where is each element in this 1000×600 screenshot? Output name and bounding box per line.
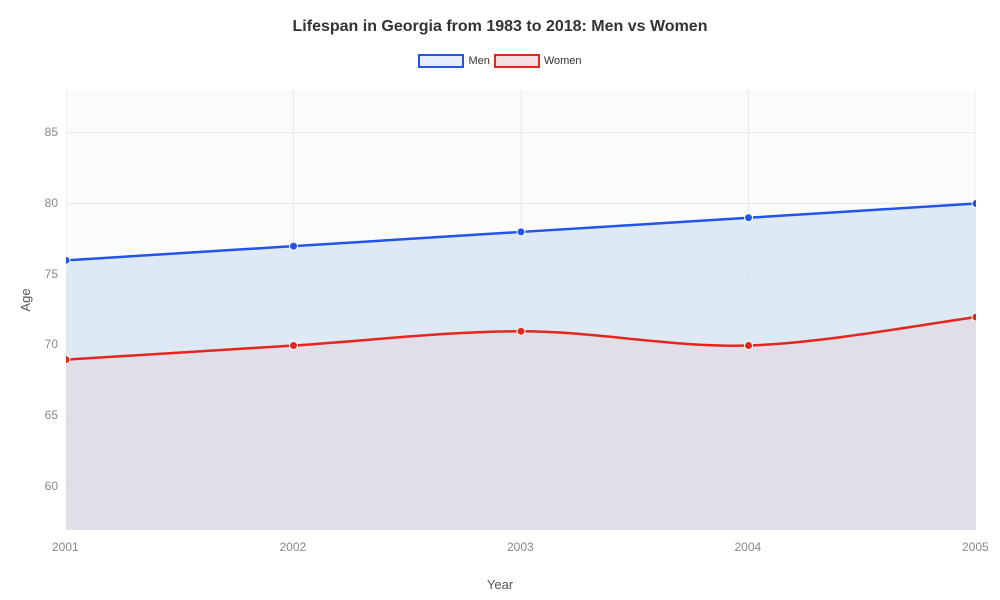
legend-item-men[interactable]: Men xyxy=(418,54,489,68)
legend-swatch-men xyxy=(418,54,464,68)
y-tick-label: 75 xyxy=(45,267,58,281)
legend-item-women[interactable]: Women xyxy=(494,54,582,68)
chart-container: Lifespan in Georgia from 1983 to 2018: M… xyxy=(0,0,1000,600)
y-tick-label: 65 xyxy=(45,408,58,422)
legend-label-women: Women xyxy=(544,55,582,67)
plot-area xyxy=(66,90,976,530)
y-axis-title: Age xyxy=(18,288,33,311)
y-tick-label: 60 xyxy=(45,479,58,493)
legend: Men Women xyxy=(0,54,1000,68)
chart-title: Lifespan in Georgia from 1983 to 2018: M… xyxy=(0,0,1000,36)
x-tick-label: 2001 xyxy=(52,540,79,554)
y-tick-label: 80 xyxy=(45,196,58,210)
y-tick-label: 70 xyxy=(45,337,58,351)
x-tick-label: 2005 xyxy=(962,540,989,554)
x-tick-label: 2003 xyxy=(507,540,534,554)
legend-swatch-women xyxy=(494,54,540,68)
legend-label-men: Men xyxy=(468,55,489,67)
x-tick-label: 2004 xyxy=(735,540,762,554)
x-axis-title: Year xyxy=(487,577,513,592)
y-tick-label: 85 xyxy=(45,125,58,139)
x-tick-label: 2002 xyxy=(280,540,307,554)
